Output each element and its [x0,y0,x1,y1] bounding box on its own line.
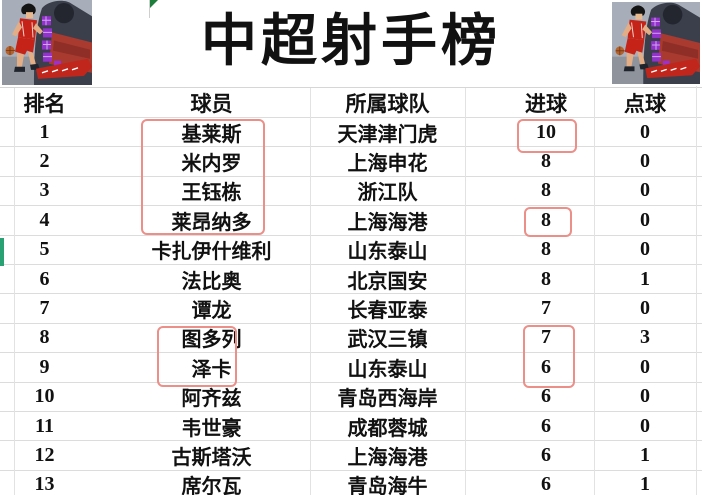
cell-rank[interactable]: 2 [39,150,50,173]
cell-player[interactable]: 图多列 [181,329,242,352]
gridline-vertical [594,88,595,495]
cell-player[interactable]: 卡扎伊什维利 [151,241,272,264]
cell-pk[interactable]: 0 [640,120,650,143]
header-rank[interactable]: 排名 [23,91,66,116]
cell-rank[interactable]: 10 [34,385,55,408]
cell-player[interactable]: 席尔瓦 [181,476,242,495]
cell-pk[interactable]: 1 [640,267,650,290]
gridline-vertical [696,86,697,495]
cell-team[interactable]: 北京国安 [347,270,428,293]
cell-pk[interactable]: 0 [640,385,650,408]
cell-rank[interactable]: 12 [34,443,55,466]
gridline-vertical [310,88,311,495]
header-pk[interactable]: 点球 [624,91,666,116]
cell-team[interactable]: 青岛西海岸 [337,388,438,411]
cell-error-triangle-icon [150,0,158,8]
header-team[interactable]: 所属球队 [345,91,430,116]
cell-player[interactable]: 法比奥 [181,270,242,293]
table-row: 9 泽卡 山东泰山 6 0 [0,353,702,383]
header-goals[interactable]: 进球 [525,91,567,116]
cell-pk[interactable]: 0 [640,238,650,261]
cell-rank[interactable]: 1 [39,120,50,143]
cell-rank[interactable]: 8 [39,326,50,349]
table-row: 7 谭龙 长春亚泰 7 0 [0,294,702,324]
table-row: 13 席尔瓦 青岛海牛 6 1 [0,471,702,495]
cell-player[interactable]: 泽卡 [191,358,232,381]
cell-goals[interactable]: 6 [541,414,551,437]
cell-pk[interactable]: 1 [640,443,650,466]
cell-rank[interactable]: 13 [34,473,55,495]
cell-goals[interactable]: 6 [541,473,551,495]
cell-goals[interactable]: 8 [541,208,551,231]
table-row: 5 卡扎伊什维利 山东泰山 8 0 [0,236,702,265]
cell-player[interactable]: 王钰栋 [181,182,242,205]
cell-pk[interactable]: 0 [640,355,650,378]
table-header-row: 排名 球员 所属球队 进球 点球 [0,88,702,118]
cell-pk[interactable]: 3 [640,326,650,349]
cell-goals[interactable]: 8 [541,150,551,173]
cell-rank[interactable]: 11 [35,414,54,437]
cell-player[interactable]: 谭龙 [191,300,232,323]
cell-goals[interactable]: 8 [541,238,551,261]
cell-team[interactable]: 上海海港 [347,211,428,234]
slam-dunk-art-right[interactable] [612,2,700,84]
cell-rank[interactable]: 3 [39,179,50,202]
table-row: 2 米内罗 上海申花 8 0 [0,147,702,177]
cell-goals[interactable]: 6 [541,443,551,466]
cell-pk[interactable]: 0 [640,179,650,202]
table-row: 4 莱昂纳多 上海海港 8 0 [0,206,702,236]
cell-pk[interactable]: 0 [640,297,650,320]
cell-player[interactable]: 米内罗 [181,153,242,176]
cell-team[interactable]: 浙江队 [357,182,418,205]
cell-goals[interactable]: 8 [541,179,551,202]
gridline-vertical [465,88,466,495]
cell-team[interactable]: 青岛海牛 [347,476,428,495]
cell-rank[interactable]: 6 [39,267,50,290]
gridline-title-cell [149,0,150,18]
table-row: 3 王钰栋 浙江队 8 0 [0,177,702,207]
cell-pk[interactable]: 0 [640,208,650,231]
cell-rank[interactable]: 9 [39,355,50,378]
table-row: 11 韦世豪 成都蓉城 6 0 [0,412,702,442]
cell-pk[interactable]: 0 [640,414,650,437]
cell-team[interactable]: 长春亚泰 [347,300,428,323]
table-row: 12 古斯塔沃 上海海港 6 1 [0,441,702,471]
cell-rank[interactable]: 5 [39,238,50,261]
table-row: 1 基莱斯 天津津门虎 10 0 [0,118,702,148]
cell-pk[interactable]: 0 [640,150,650,173]
cell-team[interactable]: 天津津门虎 [337,123,438,146]
slam-dunk-art-left[interactable] [2,0,92,85]
header-player[interactable]: 球员 [190,91,233,116]
cell-goals[interactable]: 6 [541,385,551,408]
cell-player[interactable]: 韦世豪 [181,417,242,440]
cell-player[interactable]: 古斯塔沃 [171,447,252,469]
cell-player[interactable]: 基莱斯 [181,123,242,146]
cell-goals[interactable]: 10 [536,120,556,143]
cell-goals[interactable]: 7 [541,326,551,349]
cell-rank[interactable]: 7 [39,297,50,320]
cell-team[interactable]: 上海海港 [347,447,428,469]
cell-team[interactable]: 山东泰山 [347,241,428,264]
title-band: 中超射手榜 [0,0,702,88]
green-row-marker [0,238,4,266]
table-row: 10 阿齐兹 青岛西海岸 6 0 [0,383,702,412]
cell-goals[interactable]: 8 [541,267,551,290]
cell-player[interactable]: 阿齐兹 [181,388,242,411]
cell-rank[interactable]: 4 [39,208,50,231]
gridline-vertical [14,88,15,495]
cell-team[interactable]: 武汉三镇 [347,329,428,352]
cell-team[interactable]: 山东泰山 [347,358,428,381]
table-row: 8 图多列 武汉三镇 7 3 [0,324,702,354]
cell-goals[interactable]: 6 [541,355,551,378]
cell-player[interactable]: 莱昂纳多 [171,211,252,234]
page-title[interactable]: 中超射手榜 [201,10,501,73]
cell-goals[interactable]: 7 [541,297,551,320]
cell-team[interactable]: 上海申花 [347,153,428,176]
table-body: 1 基莱斯 天津津门虎 10 0 2 米内罗 上海申花 8 0 3 王钰栋 浙江… [0,118,702,495]
cell-team[interactable]: 成都蓉城 [347,417,428,440]
cell-pk[interactable]: 1 [640,473,650,495]
table-row: 6 法比奥 北京国安 8 1 [0,265,702,295]
